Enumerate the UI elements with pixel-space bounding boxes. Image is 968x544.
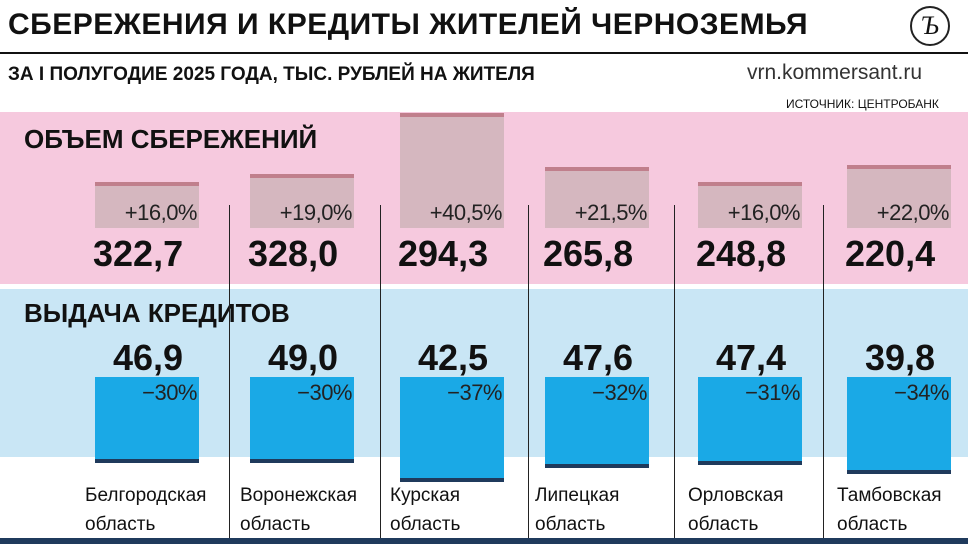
region-name: Тамбовская <box>837 485 942 506</box>
savings-growth-bar <box>95 182 199 228</box>
region-name: Воронежская <box>240 485 358 506</box>
region-type: область <box>85 514 156 535</box>
loans-value-label: 39,8 <box>865 337 936 378</box>
column-separator <box>229 205 230 538</box>
region-label: Белгородская область <box>85 481 206 539</box>
loans-decline-bar <box>698 377 802 466</box>
region-name: Курская <box>390 485 461 506</box>
region-label: Тамбовская область <box>837 481 942 539</box>
region-type: область <box>390 514 461 535</box>
region-label: Воронежская область <box>240 481 357 539</box>
region-label: Курская область <box>390 481 460 539</box>
column-separator <box>823 205 824 538</box>
savings-heading: ОБЪЕМ СБЕРЕЖЕНИЙ <box>24 124 318 154</box>
region-type: область <box>240 514 311 535</box>
loans-change-label: −31% <box>745 380 800 405</box>
region-name: Липецкая <box>535 485 620 506</box>
region-name: Белгородская <box>85 485 207 506</box>
loans-decline-bar <box>400 377 504 483</box>
region-name: Орловская <box>688 485 784 506</box>
loans-value-label: 46,9 <box>113 337 184 378</box>
column-separator <box>674 205 675 538</box>
savings-change-label: +22,0% <box>876 200 950 225</box>
savings-value-label: 248,8 <box>696 233 787 274</box>
loans-heading: ВЫДАЧА КРЕДИТОВ <box>24 298 290 328</box>
savings-change-label: +16,0% <box>124 200 198 225</box>
savings-growth-bar <box>250 173 354 228</box>
loans-value-label: 42,5 <box>418 337 489 378</box>
loans-decline-bar <box>250 377 354 463</box>
region-label: Липецкая область <box>535 481 619 539</box>
title-rule <box>0 52 968 54</box>
savings-value-label: 328,0 <box>248 233 339 274</box>
region-type: область <box>535 514 606 535</box>
savings-change-label: +16,0% <box>727 200 801 225</box>
savings-growth-bar <box>698 182 802 228</box>
loans-change-label: −34% <box>894 380 949 405</box>
loans-decline-bar <box>95 377 199 463</box>
kommersant-logo-icon: Ъ <box>910 6 950 46</box>
savings-growth-bar <box>545 166 649 228</box>
source-note: ИСТОЧНИК: ЦЕНТРОБАНК <box>786 97 939 111</box>
savings-value-label: 220,4 <box>845 233 936 274</box>
savings-value-label: 294,3 <box>398 233 489 274</box>
page-title: СБЕРЕЖЕНИЯ И КРЕДИТЫ ЖИТЕЛЕЙ ЧЕРНОЗЕМЬЯ <box>8 8 809 41</box>
savings-value-label: 265,8 <box>543 233 634 274</box>
savings-change-label: +21,5% <box>574 200 648 225</box>
loans-change-label: −30% <box>142 380 197 405</box>
loans-value-label: 47,6 <box>563 337 634 378</box>
region-type: область <box>837 514 908 535</box>
column-separator <box>380 205 381 538</box>
loans-decline-bar <box>545 377 649 469</box>
loans-value-label: 49,0 <box>268 337 339 378</box>
column-separator <box>528 205 529 538</box>
savings-change-label: +19,0% <box>279 200 353 225</box>
loans-change-label: −32% <box>592 380 647 405</box>
savings-growth-bar <box>847 165 951 228</box>
chart-subtitle: ЗА I ПОЛУГОДИЕ 2025 ГОДА, ТЫС. РУБЛЕЙ НА… <box>8 64 535 85</box>
loans-change-label: −37% <box>447 380 502 405</box>
region-type: область <box>688 514 759 535</box>
site-link[interactable]: vrn.kommersant.ru <box>747 61 923 84</box>
bottom-bar <box>0 538 968 544</box>
loans-decline-bar <box>847 377 951 474</box>
savings-change-label: +40,5% <box>429 200 503 225</box>
savings-growth-bar <box>400 112 504 228</box>
savings-value-label: 322,7 <box>93 233 184 274</box>
loans-change-label: −30% <box>297 380 352 405</box>
loans-value-label: 47,4 <box>716 337 787 378</box>
region-label: Орловская область <box>688 481 784 539</box>
